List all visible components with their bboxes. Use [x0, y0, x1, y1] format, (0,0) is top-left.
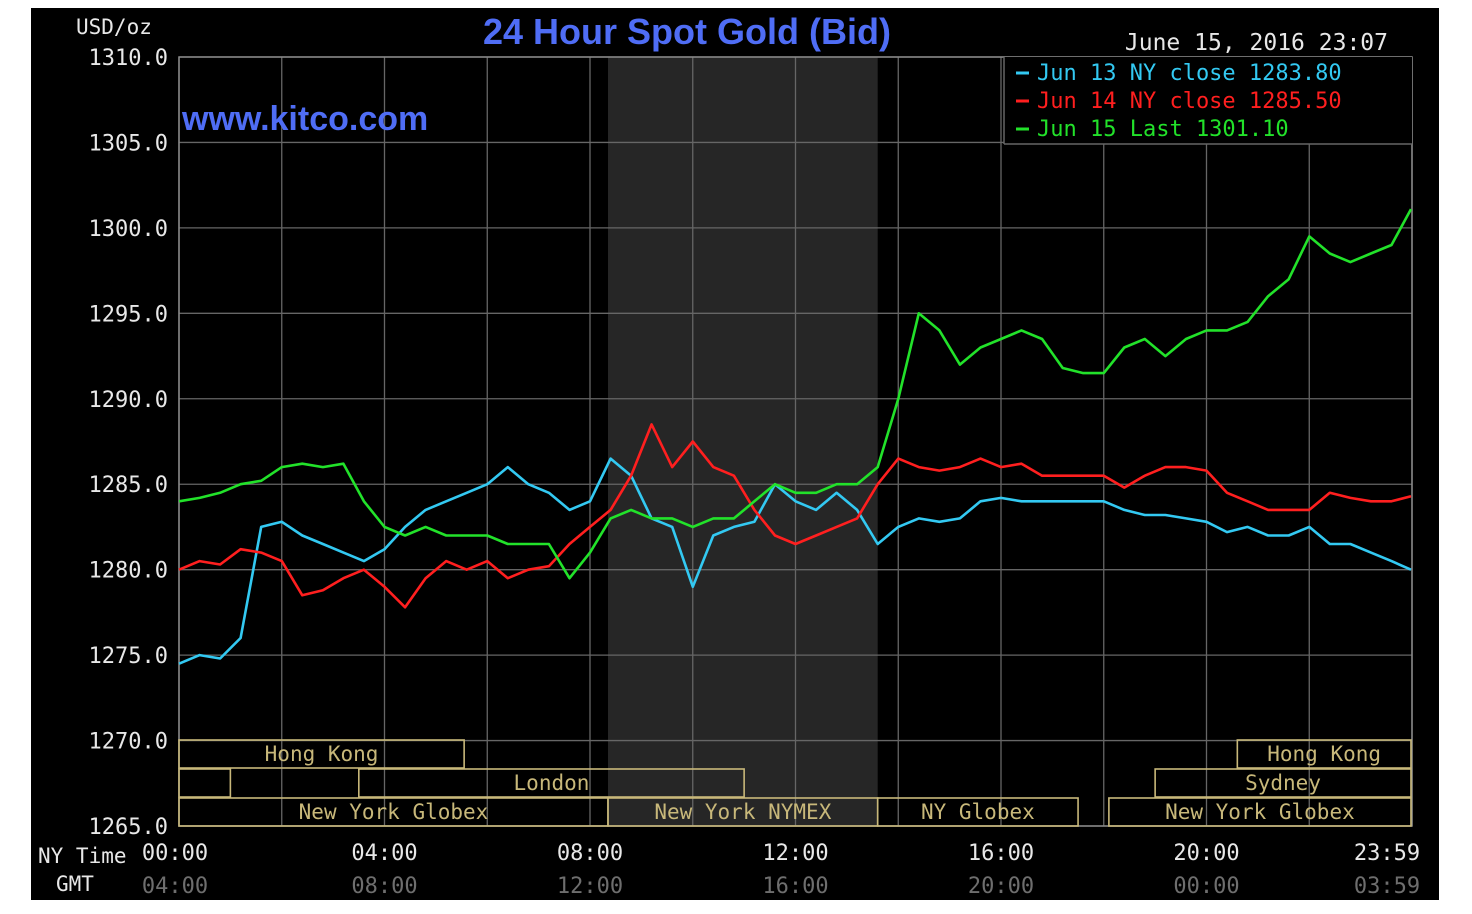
- legend-entry: Jun 15 Last 1301.10: [1037, 117, 1289, 142]
- y-tick-label: 1300.0: [89, 217, 168, 242]
- session-box: [358, 768, 745, 798]
- legend: Jun 13 NY close 1283.80 Jun 14 NY close 1…: [1003, 57, 1412, 145]
- timestamp: June 15, 2016 23:07: [1125, 30, 1388, 56]
- x-tick-label-ny: 20:00: [1173, 841, 1239, 866]
- x-tick-label-ny: 00:00: [142, 841, 208, 866]
- y-tick-label: 1295.0: [89, 302, 168, 327]
- y-tick-label: 1265.0: [89, 815, 168, 840]
- session-label: New York Globex: [1165, 800, 1355, 824]
- session-box: [1236, 739, 1412, 769]
- y-tick-label: 1270.0: [89, 730, 168, 755]
- x-row-label-ny: NY Time: [38, 844, 127, 868]
- session-label: London: [514, 771, 590, 795]
- session-label: NY Globex: [921, 800, 1035, 824]
- x-tick-label-gmt: 20:00: [968, 874, 1034, 899]
- x-tick-label-ny: 08:00: [557, 841, 623, 866]
- session-box: [178, 768, 232, 798]
- session-label: New York NYMEX: [654, 800, 831, 824]
- x-tick-label-gmt: 12:00: [557, 874, 623, 899]
- legend-entry: Jun 13 NY close 1283.80: [1037, 61, 1342, 86]
- legend-box: [1004, 57, 1412, 144]
- y-tick-label: 1280.0: [89, 559, 168, 584]
- session-box: [178, 739, 465, 769]
- y-tick-label: 1290.0: [89, 388, 168, 413]
- x-tick-label-gmt: 08:00: [351, 874, 417, 899]
- unit-label: USD/oz: [76, 15, 152, 39]
- legend-entry: Jun 14 NY close 1285.50: [1037, 89, 1342, 114]
- x-tick-label-gmt: 04:00: [142, 874, 208, 899]
- nymex-shaded-region: [607, 57, 878, 826]
- x-row-label-gmt: GMT: [56, 872, 94, 896]
- session-label: Sydney: [1245, 771, 1321, 795]
- session-label: Hong Kong: [265, 742, 379, 766]
- y-tick-label: 1305.0: [89, 131, 168, 156]
- y-tick-label: 1285.0: [89, 473, 168, 498]
- x-tick-label-gmt: 03:59: [1354, 874, 1420, 899]
- x-tick-label-ny: 12:00: [762, 841, 828, 866]
- session-label: New York Globex: [299, 800, 489, 824]
- x-tick-label-ny: 04:00: [351, 841, 417, 866]
- y-tick-label: 1275.0: [89, 644, 168, 669]
- series-line-jun-14: [178, 423, 1412, 609]
- series-line-jun-13: [178, 457, 1412, 665]
- session-label: Hong Kong: [1267, 742, 1381, 766]
- session-box: [1108, 797, 1412, 827]
- session-box: [876, 797, 1079, 827]
- x-tick-label-ny: 23:59: [1354, 841, 1420, 866]
- x-tick-label-gmt: 00:00: [1173, 874, 1239, 899]
- series-line-jun-15: [178, 208, 1413, 580]
- x-tick-label-ny: 16:00: [968, 841, 1034, 866]
- x-tick-label-gmt: 16:00: [762, 874, 828, 899]
- watermark: www.kitco.com: [181, 100, 428, 138]
- session-box: [1154, 768, 1412, 798]
- y-tick-label: 1310.0: [89, 46, 168, 71]
- chart-title: 24 Hour Spot Gold (Bid): [483, 11, 891, 52]
